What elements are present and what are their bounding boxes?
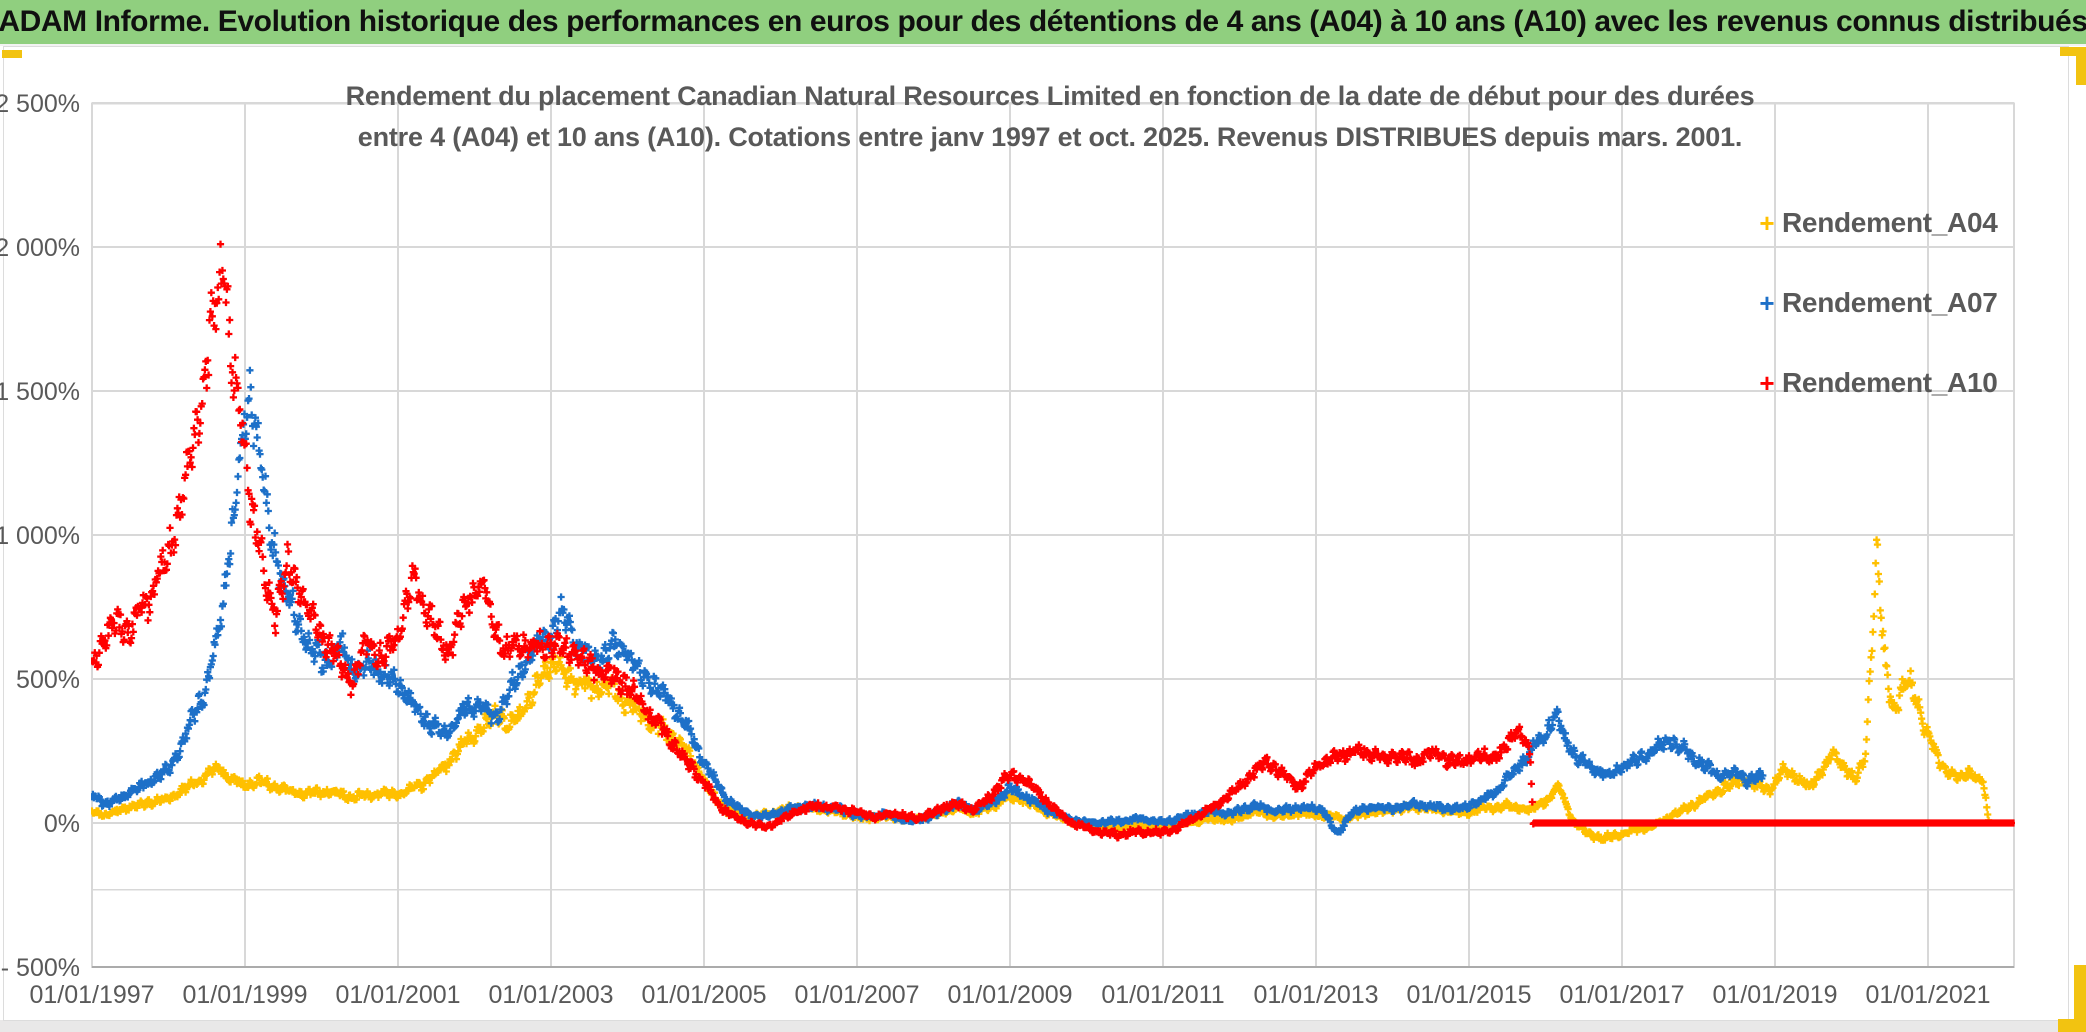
svg-text:01/01/2009: 01/01/2009 bbox=[947, 981, 1072, 1009]
svg-text:01/01/2011: 01/01/2011 bbox=[1101, 981, 1224, 1009]
svg-text:01/01/1997: 01/01/1997 bbox=[29, 981, 154, 1009]
svg-text:2 000%: 2 000% bbox=[0, 234, 80, 262]
series-Rendement_A07 bbox=[91, 366, 1767, 836]
legend-item-a07[interactable]: + Rendement_A07 bbox=[1752, 276, 1998, 330]
page-bottom-strip bbox=[0, 1020, 2086, 1032]
svg-text:1 000%: 1 000% bbox=[0, 522, 80, 550]
svg-text:01/01/2005: 01/01/2005 bbox=[641, 981, 766, 1009]
gold-accent-bottom-right-vertical bbox=[2074, 965, 2086, 1027]
plus-marker-icon: + bbox=[1759, 287, 1775, 318]
legend-item-a04[interactable]: + Rendement_A04 bbox=[1752, 196, 1998, 250]
legend-item-a10[interactable]: + Rendement_A10 bbox=[1752, 356, 1998, 410]
svg-text:0%: 0% bbox=[44, 810, 80, 838]
legend: + Rendement_A04 + Rendement_A07 + Rendem… bbox=[1752, 196, 1998, 436]
page-title: ADAM Informe. Evolution historique des p… bbox=[0, 5, 2086, 38]
chart-title-line-2: entre 4 (A04) et 10 ans (A10). Cotations… bbox=[357, 122, 1743, 152]
gold-accent-bottom-right bbox=[2058, 1019, 2086, 1032]
svg-text:01/01/2001: 01/01/2001 bbox=[335, 981, 460, 1009]
svg-text:01/01/2015: 01/01/2015 bbox=[1406, 981, 1531, 1009]
svg-text:- 500%: - 500% bbox=[1, 954, 80, 982]
series-Rendement_A10 bbox=[91, 240, 2015, 842]
svg-text:01/01/2007: 01/01/2007 bbox=[794, 981, 919, 1009]
plus-marker-icon: + bbox=[1759, 367, 1775, 398]
svg-text:500%: 500% bbox=[16, 666, 80, 694]
svg-text:01/01/2003: 01/01/2003 bbox=[488, 981, 613, 1009]
chart-title-line-1: Rendement du placement Canadian Natural … bbox=[345, 81, 1755, 111]
chart-title: Rendement du placement Canadian Natural … bbox=[340, 76, 1760, 158]
svg-text:01/01/2021: 01/01/2021 bbox=[1865, 981, 1990, 1009]
svg-text:01/01/2013: 01/01/2013 bbox=[1253, 981, 1378, 1009]
gold-accent-top-right-vertical bbox=[2076, 47, 2086, 85]
plus-marker-icon: + bbox=[1759, 207, 1775, 238]
header-banner: ADAM Informe. Evolution historique des p… bbox=[0, 0, 2086, 46]
legend-label: Rendement_A07 bbox=[1782, 287, 1998, 318]
gold-accent-top-right bbox=[2060, 47, 2086, 56]
svg-text:1 500%: 1 500% bbox=[0, 378, 80, 406]
legend-label: Rendement_A10 bbox=[1782, 367, 1998, 398]
svg-text:01/01/1999: 01/01/1999 bbox=[182, 981, 307, 1009]
svg-text:2 500%: 2 500% bbox=[0, 90, 80, 118]
legend-label: Rendement_A04 bbox=[1782, 207, 1998, 238]
gold-accent-top-left bbox=[2, 50, 22, 58]
svg-text:01/01/2019: 01/01/2019 bbox=[1712, 981, 1837, 1009]
svg-text:01/01/2017: 01/01/2017 bbox=[1559, 981, 1684, 1009]
